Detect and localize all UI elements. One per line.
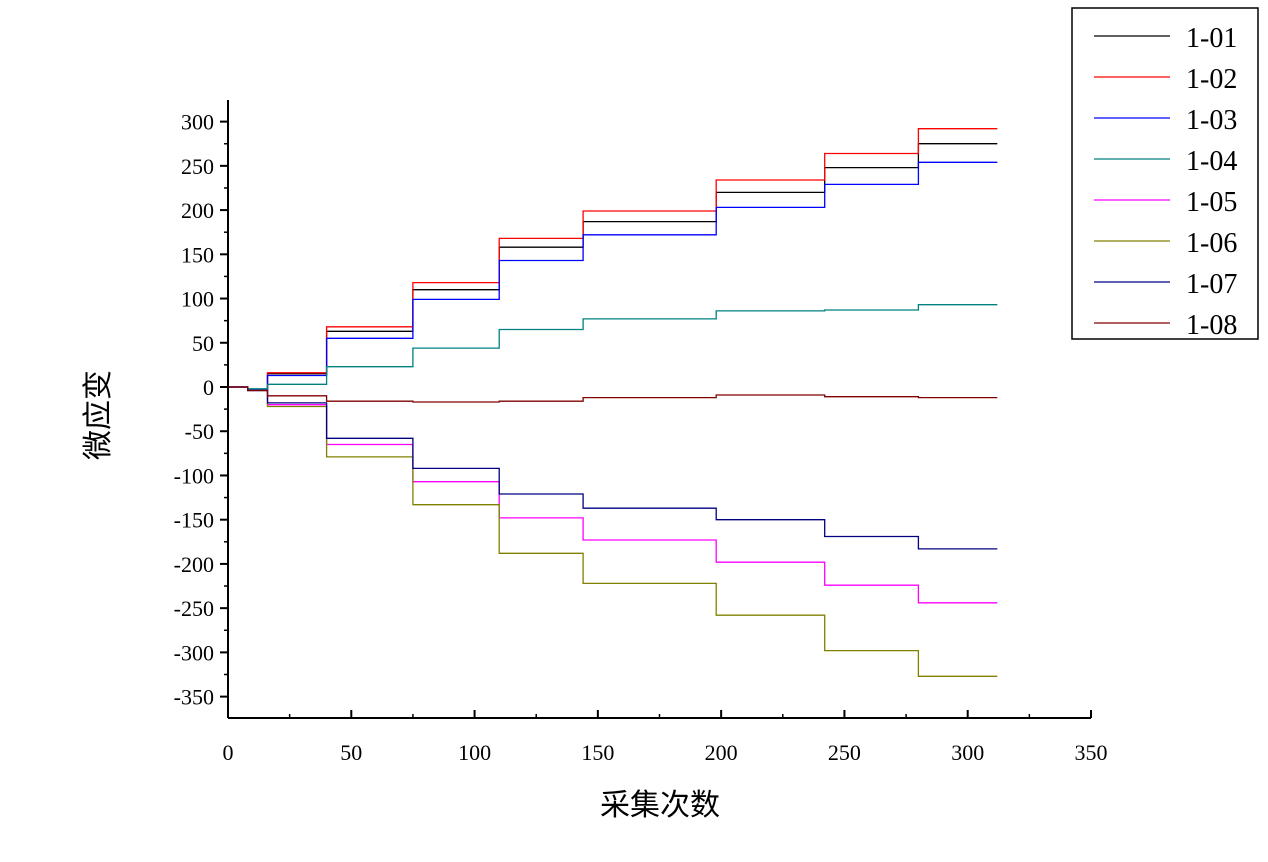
axes: 0 50 100 150 200 250 300 350 300 250 200 150 100 50 0 -… xyxy=(174,100,1108,765)
series-line-1-04 xyxy=(228,304,998,390)
x-tick-label: 250 xyxy=(828,740,861,765)
legend-label: 1-05 xyxy=(1186,187,1237,218)
x-tick-label: 350 xyxy=(1075,740,1108,765)
y-tick-label: -50 xyxy=(185,419,214,444)
series-line-1-08 xyxy=(228,386,998,403)
y-tick-label: 250 xyxy=(181,154,214,179)
y-tick-label: 150 xyxy=(181,242,214,267)
series-line-1-01 xyxy=(228,143,998,391)
legend-label: 1-06 xyxy=(1186,228,1237,259)
x-tick-label: 50 xyxy=(340,740,362,765)
series-line-1-05 xyxy=(228,386,998,604)
x-tick-label: 300 xyxy=(951,740,984,765)
legend-label: 1-02 xyxy=(1186,64,1237,95)
series-line-1-07 xyxy=(228,386,998,550)
x-axis-label: 采集次数 xyxy=(600,789,720,822)
series-line-1-06 xyxy=(228,386,998,677)
y-tick-label: 100 xyxy=(181,287,214,312)
y-tick-label: 0 xyxy=(203,375,214,400)
legend-box xyxy=(1071,7,1259,340)
y-tick-label: 50 xyxy=(192,331,214,356)
y-tick-label: -150 xyxy=(174,508,214,533)
y-tick-label: -250 xyxy=(174,596,214,621)
y-axis-label: 微应变 xyxy=(82,370,115,460)
legend-label: 1-01 xyxy=(1186,23,1237,54)
x-tick-label: 150 xyxy=(581,740,614,765)
y-tick-label: -350 xyxy=(174,685,214,710)
x-tick-label: 0 xyxy=(223,740,234,765)
y-tick-label: 300 xyxy=(181,110,214,135)
legend-label: 1-03 xyxy=(1186,105,1237,136)
legend-label: 1-07 xyxy=(1186,269,1237,300)
y-tick-label: -300 xyxy=(174,640,214,665)
plot-lines xyxy=(228,128,998,677)
y-tick-label: -100 xyxy=(174,463,214,488)
x-tick-label: 200 xyxy=(705,740,738,765)
legend-label: 1-04 xyxy=(1186,146,1237,177)
y-tick-label: -200 xyxy=(174,552,214,577)
legend: 1-01 1-02 1-03 1-04 1-05 1-06 1-07 1-08 xyxy=(1071,7,1259,341)
y-tick-label: 200 xyxy=(181,198,214,223)
x-tick-label: 100 xyxy=(458,740,491,765)
series-line-1-03 xyxy=(228,161,998,391)
legend-label: 1-08 xyxy=(1186,310,1237,341)
